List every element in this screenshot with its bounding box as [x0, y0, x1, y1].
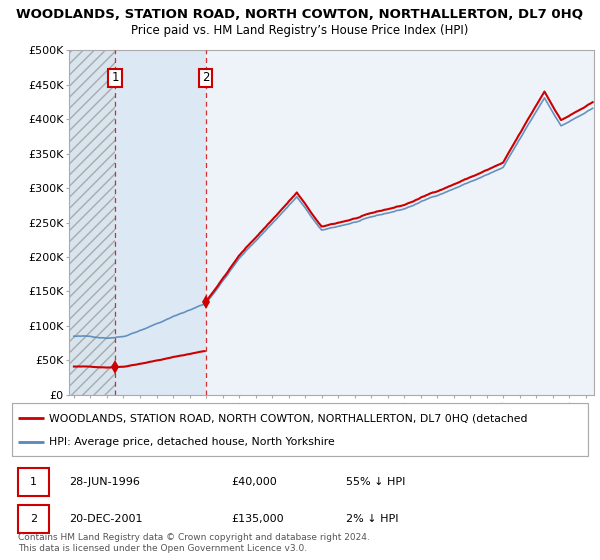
- Text: Price paid vs. HM Land Registry’s House Price Index (HPI): Price paid vs. HM Land Registry’s House …: [131, 24, 469, 36]
- Text: HPI: Average price, detached house, North Yorkshire: HPI: Average price, detached house, Nort…: [49, 436, 335, 446]
- Bar: [69, 50, 115, 395]
- Text: 20-DEC-2001: 20-DEC-2001: [70, 514, 143, 524]
- Text: 55% ↓ HPI: 55% ↓ HPI: [346, 477, 406, 487]
- Text: 2: 2: [30, 514, 37, 524]
- Bar: [115, 50, 206, 395]
- FancyBboxPatch shape: [18, 469, 49, 496]
- Text: £40,000: £40,000: [231, 477, 277, 487]
- Text: WOODLANDS, STATION ROAD, NORTH COWTON, NORTHALLERTON, DL7 0HQ: WOODLANDS, STATION ROAD, NORTH COWTON, N…: [17, 8, 583, 21]
- Text: Contains HM Land Registry data © Crown copyright and database right 2024.
This d: Contains HM Land Registry data © Crown c…: [18, 533, 370, 553]
- FancyBboxPatch shape: [12, 403, 588, 456]
- FancyBboxPatch shape: [18, 506, 49, 533]
- Bar: [206, 50, 594, 395]
- Text: 2: 2: [202, 72, 209, 85]
- Text: 1: 1: [112, 72, 119, 85]
- Text: 1: 1: [30, 477, 37, 487]
- Text: 2% ↓ HPI: 2% ↓ HPI: [346, 514, 398, 524]
- Text: 28-JUN-1996: 28-JUN-1996: [70, 477, 140, 487]
- Text: WOODLANDS, STATION ROAD, NORTH COWTON, NORTHALLERTON, DL7 0HQ (detached: WOODLANDS, STATION ROAD, NORTH COWTON, N…: [49, 413, 528, 423]
- Text: £135,000: £135,000: [231, 514, 284, 524]
